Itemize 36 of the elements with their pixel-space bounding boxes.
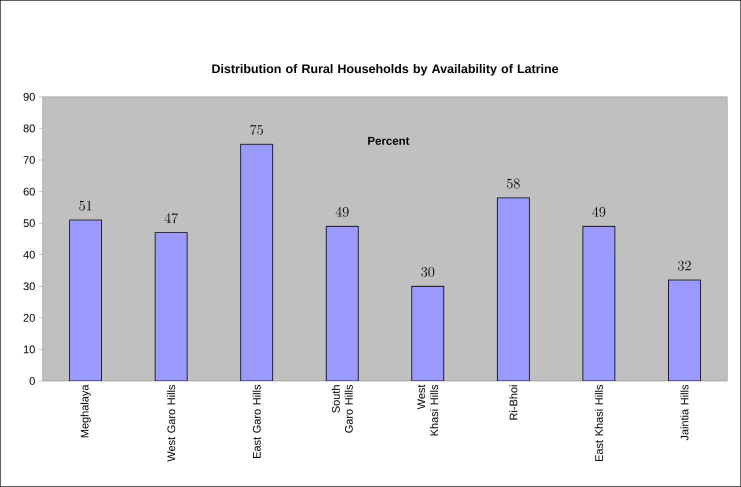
data-label: 75 bbox=[250, 124, 263, 135]
data-label: 51 bbox=[79, 200, 92, 211]
bar bbox=[69, 220, 102, 382]
y-tick-label: 30 bbox=[24, 282, 35, 290]
data-label: 47 bbox=[164, 213, 178, 224]
data-label: 30 bbox=[421, 267, 434, 277]
bar bbox=[326, 226, 359, 382]
bar bbox=[154, 232, 188, 382]
y-tick-label: 70 bbox=[24, 156, 35, 164]
y-tick-label: 0 bbox=[30, 377, 35, 385]
data-label: 49 bbox=[592, 206, 606, 217]
data-label: 49 bbox=[336, 206, 349, 217]
chart-title: Distribution of Rural Households by Availability of Latrine bbox=[212, 64, 558, 76]
x-tick-label: West Garo Hills bbox=[167, 385, 176, 462]
data-label: 32 bbox=[678, 260, 691, 271]
x-tick-label: South Garo Hills bbox=[332, 385, 353, 433]
x-tick-label: East Khasi Hills bbox=[594, 385, 603, 462]
y-tick-label: 60 bbox=[24, 188, 35, 196]
annotation: Percent bbox=[368, 136, 410, 145]
x-tick-label: Meghalaya bbox=[80, 384, 91, 438]
x-tick-label: West Khasi Hills bbox=[417, 384, 438, 436]
y-tick-label: 40 bbox=[23, 250, 35, 259]
y-tick-label: 90 bbox=[24, 93, 35, 101]
y-tick-label: 10 bbox=[24, 346, 35, 354]
y-tick-label: 80 bbox=[24, 124, 35, 132]
x-tick-label: East Garo Hills bbox=[252, 385, 261, 458]
bar bbox=[582, 226, 616, 382]
x-tick-label: Ri-Bhoi bbox=[509, 385, 518, 420]
bar bbox=[411, 286, 444, 382]
bar bbox=[668, 280, 701, 382]
y-tick-label: 20 bbox=[24, 314, 35, 322]
y-tick-label: 50 bbox=[24, 219, 35, 228]
data-label: 58 bbox=[507, 178, 520, 189]
bar bbox=[240, 144, 274, 382]
bar bbox=[496, 198, 530, 382]
x-tick-label: Jaintia Hills bbox=[680, 385, 688, 440]
